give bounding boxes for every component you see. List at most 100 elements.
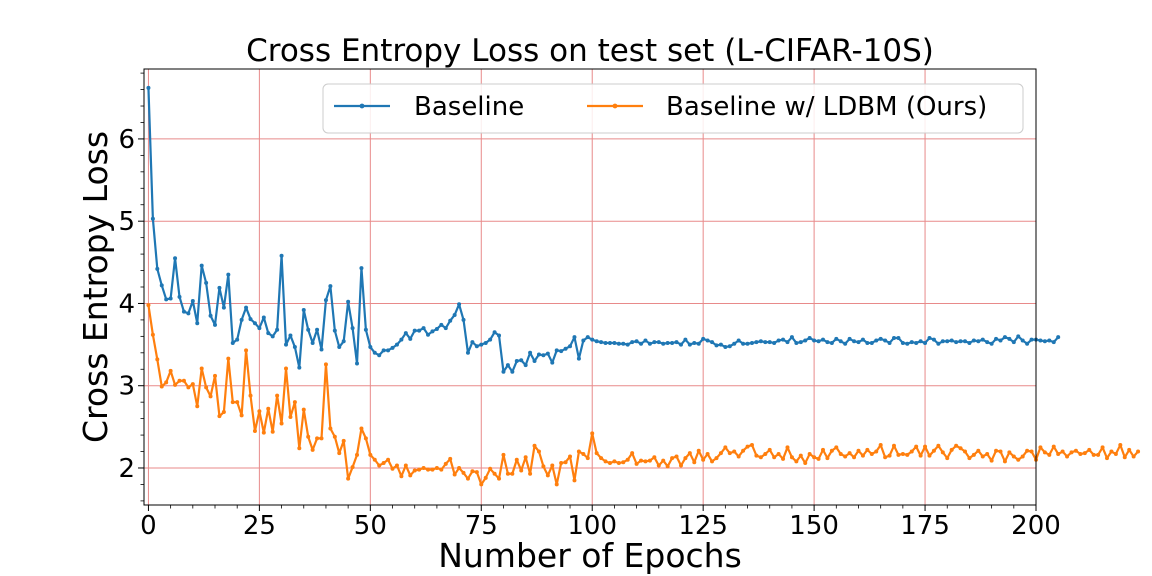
data-point — [226, 272, 231, 277]
series-layer — [146, 85, 1141, 487]
data-point — [607, 461, 612, 466]
legend-label-ldbm: Baseline w/ LDBM (Ours) — [666, 92, 987, 122]
data-point — [301, 407, 306, 412]
legend-marker-ldbm — [612, 103, 618, 109]
data-point — [980, 337, 985, 342]
data-point — [590, 337, 595, 342]
data-point — [794, 340, 799, 345]
data-point — [1105, 456, 1109, 461]
data-point — [767, 340, 772, 345]
data-point — [195, 321, 200, 326]
data-point — [860, 453, 865, 458]
data-point — [403, 331, 408, 336]
data-point — [399, 474, 404, 479]
data-point — [789, 335, 794, 340]
data-point — [155, 357, 160, 362]
data-point — [323, 362, 328, 367]
data-point — [430, 329, 435, 334]
series-0 — [146, 85, 1061, 374]
data-point — [958, 339, 963, 344]
data-point — [519, 468, 524, 473]
data-point — [785, 445, 790, 450]
data-point — [891, 336, 896, 340]
data-point — [612, 459, 617, 464]
data-point — [687, 451, 692, 456]
data-point — [426, 467, 431, 472]
x-tick-label: 25 — [243, 511, 276, 541]
data-point — [1073, 448, 1078, 453]
data-point — [581, 452, 586, 456]
x-tick-label: 100 — [567, 511, 617, 541]
data-point — [803, 338, 808, 343]
data-point — [989, 458, 994, 463]
data-point — [443, 461, 448, 466]
data-point — [235, 337, 240, 342]
data-point — [878, 442, 883, 447]
data-point — [328, 284, 333, 289]
data-point — [1100, 445, 1105, 450]
data-point — [923, 444, 928, 449]
data-point — [377, 353, 382, 358]
data-point — [1056, 335, 1061, 340]
data-point — [683, 456, 688, 461]
data-point — [510, 471, 515, 476]
data-point — [186, 385, 191, 390]
data-point — [443, 326, 448, 331]
data-point — [727, 451, 732, 456]
data-point — [208, 313, 213, 318]
data-point — [337, 345, 342, 350]
data-point — [279, 253, 284, 258]
data-point — [159, 283, 164, 288]
data-point — [177, 294, 182, 299]
data-point — [714, 456, 719, 461]
data-point — [909, 340, 914, 345]
data-point — [1082, 451, 1087, 456]
data-point — [190, 298, 195, 303]
data-point — [825, 456, 830, 461]
data-point — [386, 457, 391, 462]
data-point — [497, 333, 502, 338]
data-point — [550, 360, 555, 365]
data-point — [399, 337, 404, 342]
data-point — [994, 448, 999, 453]
data-point — [363, 327, 368, 332]
data-point — [776, 452, 781, 456]
data-point — [612, 340, 617, 345]
legend-marker-baseline — [359, 103, 365, 109]
data-point — [647, 458, 652, 463]
data-point — [656, 463, 661, 468]
data-point — [554, 348, 559, 353]
data-point — [528, 471, 533, 476]
data-point — [1087, 447, 1092, 452]
data-point — [501, 452, 506, 457]
data-point — [483, 340, 488, 345]
data-point — [1029, 449, 1034, 454]
data-point — [173, 256, 178, 261]
data-point — [590, 431, 595, 436]
data-point — [758, 455, 763, 460]
data-point — [279, 421, 284, 426]
data-point — [332, 434, 337, 439]
data-point — [461, 317, 466, 322]
data-point — [976, 448, 981, 453]
data-point — [963, 449, 967, 454]
data-point — [843, 454, 848, 459]
data-point — [829, 448, 834, 453]
data-point — [634, 339, 639, 344]
data-point — [230, 400, 235, 405]
data-point — [767, 447, 772, 452]
data-point — [1051, 340, 1056, 345]
data-point — [878, 336, 883, 341]
data-point — [213, 373, 217, 378]
legend: Baseline Baseline w/ LDBM (Ours) — [322, 83, 1024, 134]
data-point — [803, 461, 808, 466]
data-point — [297, 365, 302, 370]
data-point — [177, 378, 182, 383]
data-point — [603, 340, 608, 345]
data-point — [656, 340, 661, 345]
data-point — [816, 456, 821, 461]
data-point — [159, 384, 164, 389]
data-point — [887, 340, 892, 345]
data-point — [483, 475, 488, 480]
